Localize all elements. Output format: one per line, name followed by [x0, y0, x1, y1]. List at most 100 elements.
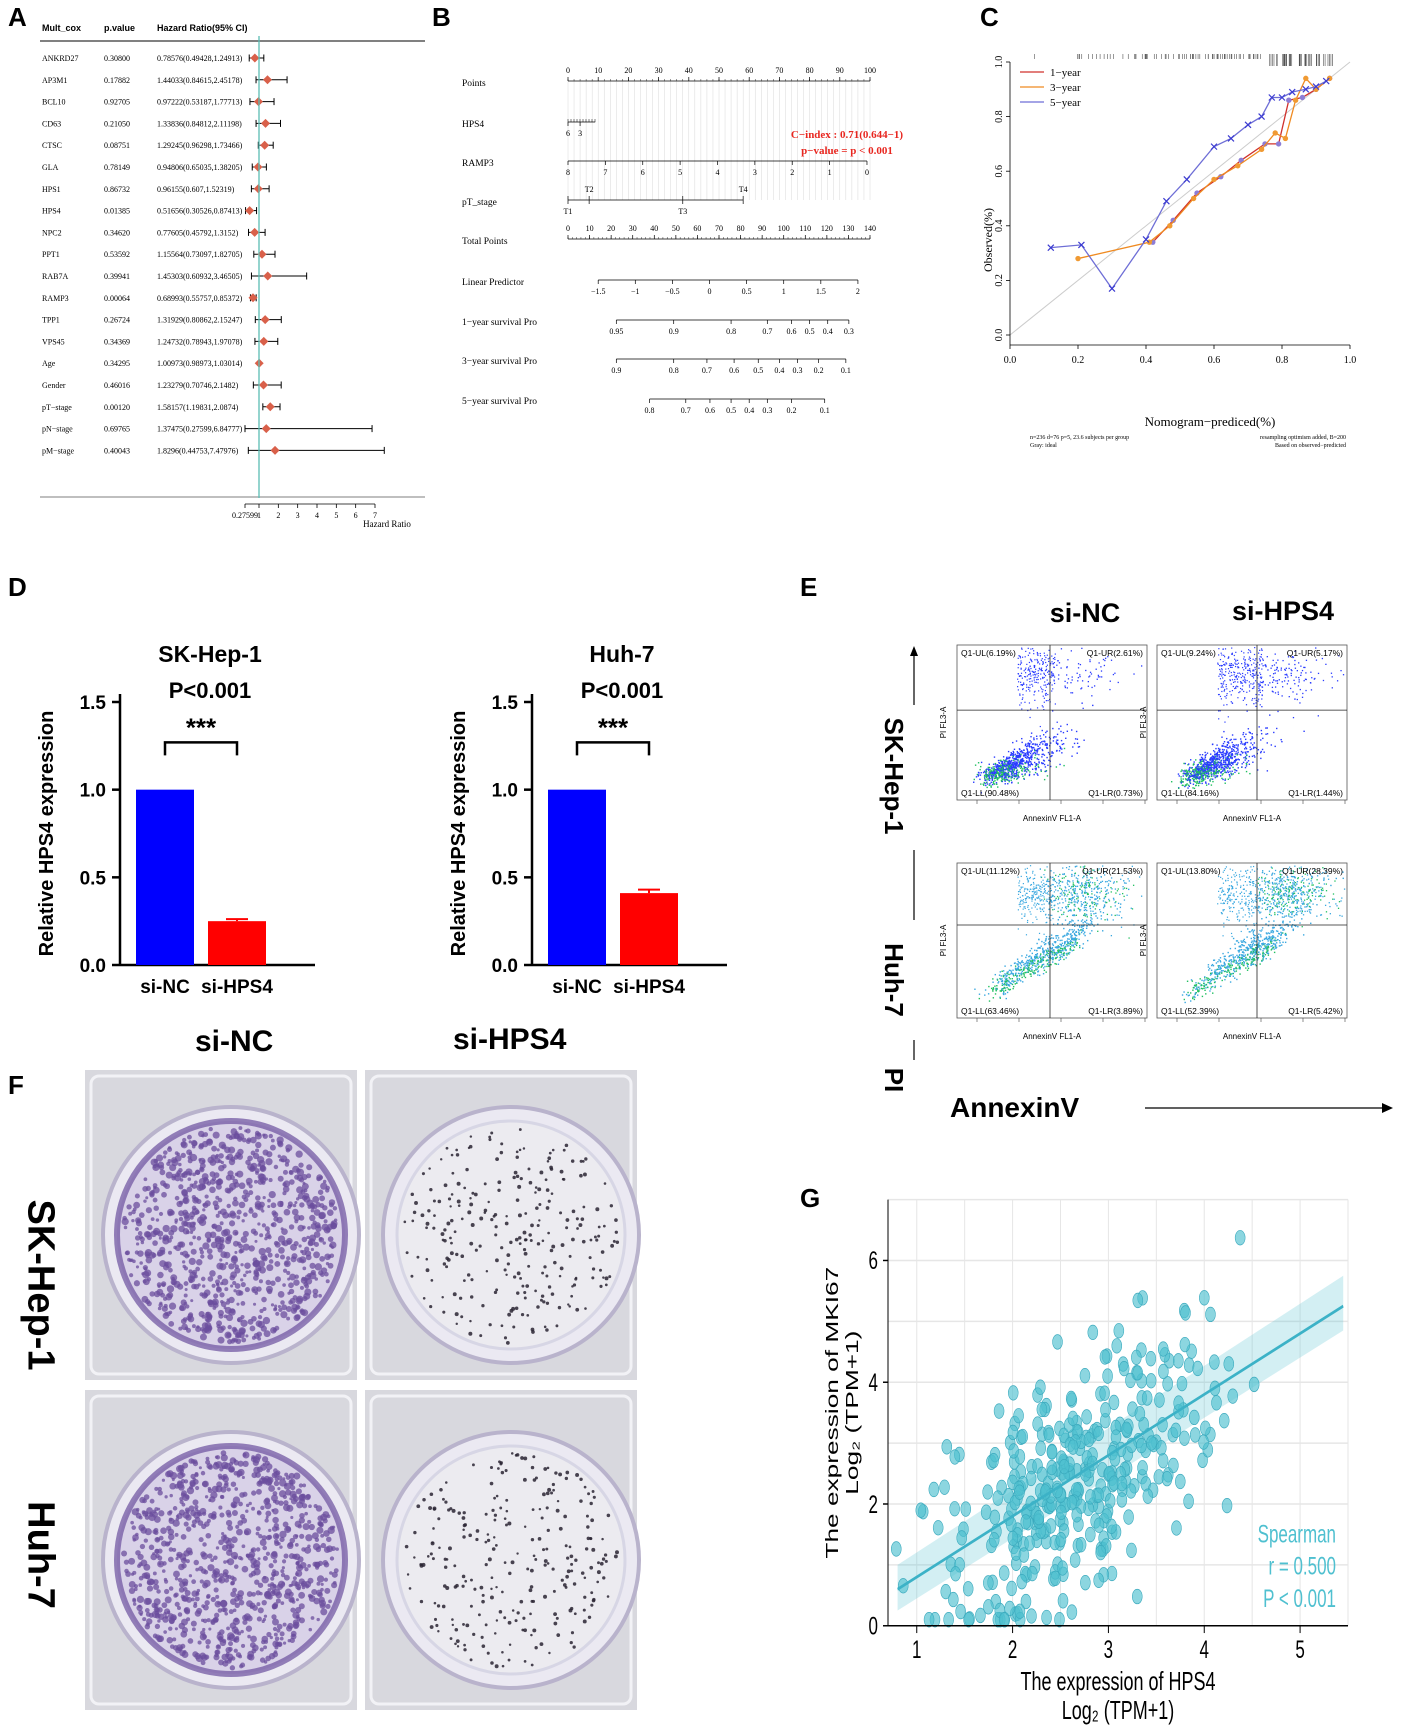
flow-event — [1082, 895, 1085, 897]
flow-event — [1010, 969, 1012, 972]
flow-event — [1052, 876, 1054, 878]
flow-event — [1018, 764, 1020, 766]
flow-event — [1031, 962, 1033, 964]
flow-event — [1033, 773, 1035, 776]
flow-event — [1050, 889, 1053, 892]
flow-event — [1123, 895, 1125, 898]
flow-event — [1127, 878, 1129, 880]
flow-event — [1246, 763, 1248, 765]
flow-event — [1188, 775, 1191, 777]
flow-event — [1075, 938, 1077, 941]
flow-event — [1040, 686, 1042, 688]
flow-event — [1199, 760, 1202, 763]
flow-event — [1227, 756, 1230, 758]
flow-event — [1012, 985, 1015, 988]
flow-event — [999, 764, 1002, 766]
flow-event — [999, 971, 1002, 973]
flow-event — [1014, 967, 1017, 969]
calibration-point — [1235, 163, 1241, 169]
flow-event — [1031, 896, 1033, 898]
flow-event — [1083, 870, 1085, 872]
flow-quadrant-lr: Q1-LR(1.44%) — [1288, 788, 1343, 798]
flow-event — [1028, 744, 1031, 746]
flow-event — [1043, 708, 1045, 711]
flow-event — [1236, 763, 1238, 766]
flow-event — [1042, 706, 1044, 708]
flow-event — [1234, 761, 1236, 763]
flow-event — [1027, 743, 1029, 745]
flow-event — [1046, 730, 1048, 732]
flow-event — [1257, 674, 1259, 676]
flow-event — [1046, 679, 1048, 681]
flow-event — [1183, 998, 1186, 1001]
flow-event — [1010, 751, 1012, 754]
flow-event — [1049, 950, 1052, 952]
flow-event — [1215, 753, 1217, 756]
forest-x-tick-label: 0.27599 — [232, 511, 258, 520]
flow-event — [1035, 949, 1038, 952]
flow-event — [1041, 908, 1043, 910]
flow-event — [1067, 678, 1070, 680]
flow-event — [1260, 648, 1263, 650]
flow-event — [1055, 742, 1058, 745]
flow-event — [1025, 766, 1027, 769]
flow-event — [1104, 887, 1106, 889]
flow-event — [1028, 743, 1031, 745]
flow-event — [1080, 909, 1082, 911]
flow-event — [1037, 765, 1040, 768]
flow-event — [1002, 975, 1005, 978]
flow-event — [1303, 730, 1305, 733]
flow-event — [1019, 704, 1021, 706]
flow-event — [1216, 765, 1218, 768]
flow-event — [1047, 751, 1050, 754]
flow-event — [1316, 904, 1318, 906]
flow-event — [1051, 674, 1053, 677]
flow-event — [1019, 751, 1022, 753]
flow-event — [1243, 669, 1245, 671]
flow-event — [1188, 785, 1190, 787]
flow-event — [1038, 895, 1040, 897]
flow-event — [1065, 905, 1067, 908]
flow-x-axis-label: AnnexinV FL1-A — [1223, 814, 1282, 823]
forest-hr-marker — [260, 140, 270, 150]
flow-event — [979, 774, 982, 776]
flow-event — [1005, 975, 1007, 978]
flow-event — [1216, 761, 1218, 764]
flow-event — [1019, 900, 1022, 903]
flow-event — [1244, 759, 1246, 761]
flow-event — [1031, 970, 1033, 972]
flow-event — [1072, 937, 1074, 939]
flow-event — [1005, 984, 1008, 986]
flow-event — [1220, 761, 1222, 763]
flow-event — [1057, 898, 1060, 901]
flow-event — [1051, 883, 1053, 886]
flow-event — [1020, 973, 1023, 975]
flow-event — [1245, 741, 1247, 744]
flow-event — [1054, 953, 1056, 956]
flow-event — [1044, 744, 1047, 746]
flow-event — [1038, 762, 1040, 764]
flow-event — [1052, 944, 1055, 947]
flow-event — [996, 987, 998, 990]
flow-event — [1222, 772, 1224, 775]
flow-event — [992, 988, 995, 990]
flow-event — [1215, 758, 1217, 761]
flow-event — [1015, 770, 1018, 772]
flow-plot: Q1-UL(6.19%) Q1-UR(2.61%)Q1-LL(90.48%) Q1-… — [939, 644, 1148, 823]
flow-event — [1266, 948, 1268, 951]
flow-event — [1265, 938, 1267, 940]
flow-event — [978, 993, 981, 995]
flow-event — [1205, 987, 1207, 989]
flow-event — [1198, 767, 1201, 770]
flow-event — [1077, 663, 1080, 665]
flow-event — [1277, 659, 1279, 661]
flow-event — [1066, 943, 1068, 946]
nomogram-tick-label: 0 — [566, 224, 570, 233]
flow-event — [1106, 919, 1109, 921]
flow-event — [1045, 938, 1047, 940]
flow-quadrant-ul: Q1-UL(6.19%) — [961, 648, 1016, 658]
flow-event — [1187, 773, 1189, 776]
flow-event — [1080, 931, 1083, 934]
flow-event — [1072, 941, 1074, 944]
flow-event — [1005, 978, 1008, 981]
